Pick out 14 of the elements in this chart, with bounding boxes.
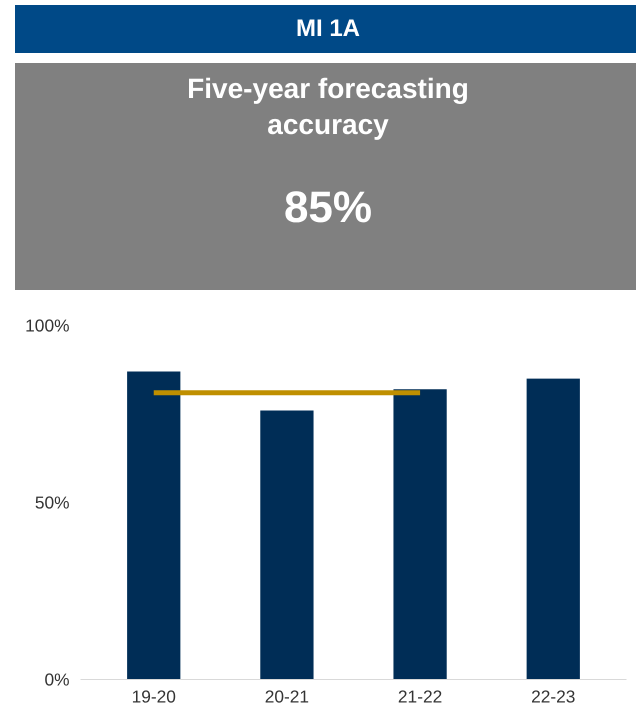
chart-subtitle: Five-year forecasting accuracy	[186, 72, 470, 142]
bar	[260, 410, 314, 680]
bar	[526, 378, 580, 680]
x-tick-label: 20-21	[264, 686, 310, 706]
x-tick-label: 19-20	[132, 686, 176, 706]
y-tick-label: 0%	[44, 670, 70, 690]
text: 85%	[282, 182, 374, 234]
x-tick-label: 21-22	[398, 686, 442, 706]
bar	[393, 389, 447, 680]
y-tick-label: 100%	[25, 316, 70, 336]
x-tick-label: 22-23	[531, 686, 576, 706]
chart-title: MI 1A	[15, 5, 636, 53]
y-tick-label: 50%	[34, 492, 70, 512]
bar	[127, 372, 180, 680]
